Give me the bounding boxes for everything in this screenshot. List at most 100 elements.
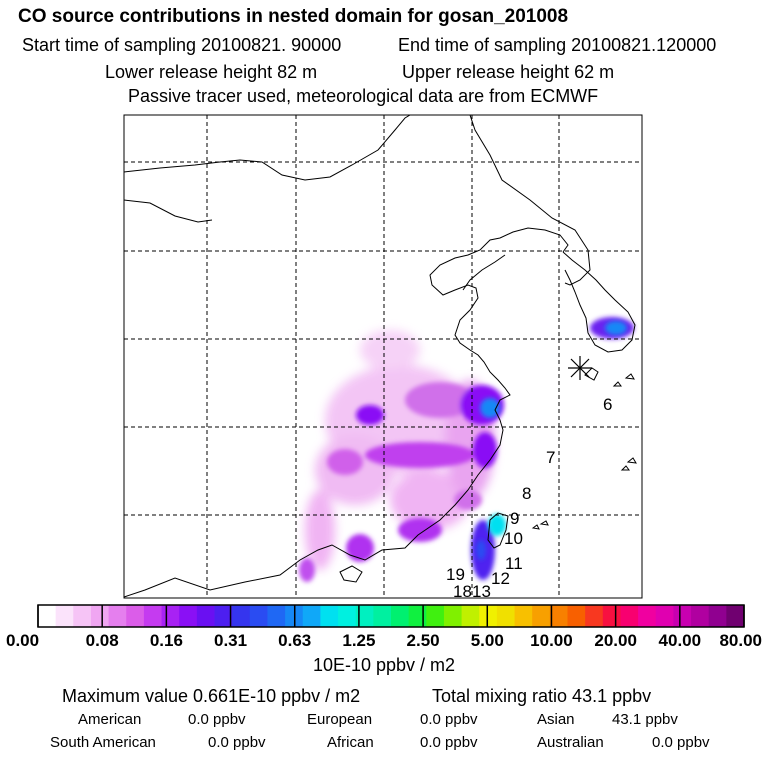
colorbar-cell [620, 605, 639, 627]
maximum-value: Maximum value 0.661E-10 ppbv / m2 [62, 686, 361, 706]
colorbar-cell [638, 605, 657, 627]
colorbar-cell [549, 605, 568, 627]
day-label: 8 [522, 484, 531, 503]
asian-value: 43.1 ppbv [612, 711, 678, 728]
field-blob [365, 442, 475, 468]
colorbar-cell [691, 605, 710, 627]
island [539, 520, 549, 526]
colorbar-cell [602, 605, 621, 627]
island [624, 373, 635, 380]
upper-release-height: Upper release height 62 m [402, 62, 615, 82]
colorbar-cell [391, 605, 410, 627]
field-blob [476, 540, 486, 560]
colorbar-cell [355, 605, 374, 627]
colorbar-cell [38, 605, 57, 627]
colorbar-cell [496, 605, 516, 627]
colorbar-cell [338, 605, 357, 627]
colorbar-cell [196, 605, 215, 627]
south-american-label: South American [50, 734, 156, 751]
south-american-value: 0.0 ppbv [208, 734, 266, 751]
american-value: 0.0 ppbv [188, 711, 246, 728]
inner-border [124, 199, 213, 223]
colorbar-cell [443, 605, 463, 627]
colorbar-cell [532, 605, 551, 627]
total-mixing-ratio: Total mixing ratio 43.1 ppbv [432, 686, 652, 706]
field-blob [398, 518, 442, 542]
taiwan [487, 512, 509, 549]
colorbar-cell [143, 605, 163, 627]
concentration-field [299, 317, 634, 582]
colorbar-cell [585, 605, 604, 627]
colorbar-tick-label: 80.00 [719, 631, 762, 650]
european-value: 0.0 ppbv [420, 711, 478, 728]
colorbar-tick-label: 40.00 [659, 631, 702, 650]
colorbar-cell [179, 605, 198, 627]
colorbar-tick-label: 0.31 [214, 631, 247, 650]
colorbar-cell [73, 605, 92, 627]
colorbar-tick-label: 0.63 [278, 631, 311, 650]
colorbar-cell [55, 605, 74, 627]
field-blob [405, 382, 475, 418]
day-label: 12 [491, 569, 510, 588]
graticule [124, 115, 642, 598]
start-time: Start time of sampling 20100821. 90000 [22, 35, 342, 55]
field-blob [327, 449, 363, 475]
field-blob [299, 558, 315, 582]
colorbar-cell [708, 605, 727, 627]
colorbar-cell [108, 605, 127, 627]
african-value: 0.0 ppbv [420, 734, 478, 751]
day-label: 9 [510, 509, 519, 528]
bohai-coast [462, 254, 506, 291]
colorbar-cell [232, 605, 251, 627]
colorbar-tick-label: 10.00 [530, 631, 573, 650]
japan-island [584, 367, 599, 381]
colorbar-tick-label: 20.00 [594, 631, 637, 650]
receptor-marker [568, 356, 592, 380]
mongolia-border [124, 115, 411, 181]
colorbar-cell [267, 605, 286, 627]
field-blob [480, 398, 500, 418]
colorbar-frame [37, 604, 745, 628]
colorbar-tick-label: 0.08 [86, 631, 119, 650]
colorbar-unit: 10E-10 ppbv / m2 [312, 655, 456, 675]
colorbar-cell [161, 605, 180, 627]
china-coast [124, 227, 569, 598]
colorbar-cell [567, 605, 586, 627]
day-label: 10 [504, 529, 523, 548]
field-blob [488, 514, 506, 536]
korea-peninsula [562, 251, 636, 353]
colorbar-tick-label: 5.00 [471, 631, 504, 650]
colorbar-ticks: 0.00 0.08 0.16 0.31 0.63 1.25 2.50 5.00 10.00 20.… [6, 631, 762, 650]
end-time: End time of sampling 20100821.120000 [398, 35, 717, 55]
colorbar-tick-label: 2.50 [407, 631, 440, 650]
colorbar [37, 604, 745, 628]
colorbar-cell [673, 605, 692, 627]
australian-value: 0.0 ppbv [652, 734, 710, 751]
island [620, 465, 630, 471]
hainan [339, 565, 363, 583]
colorbar-cell [249, 605, 268, 627]
colorbar-cell [126, 605, 145, 627]
colorbar-cell [655, 605, 674, 627]
european-label: European [307, 711, 373, 728]
day-label: 13 [472, 582, 491, 601]
data-note: Passive tracer used, meteorological data… [128, 86, 599, 106]
chart-title: CO source contributions in nested domain… [18, 6, 569, 27]
colorbar-cell [426, 605, 445, 627]
map-frame [123, 114, 643, 599]
field-blob [356, 405, 384, 425]
american-label: American [78, 711, 142, 728]
colorbar-cell [320, 605, 339, 627]
african-label: African [327, 734, 374, 751]
day-label: 18 [453, 582, 472, 601]
colorbar-cell [726, 605, 745, 627]
korea-border [469, 115, 591, 286]
colorbar-cell [90, 605, 110, 627]
colorbar-cell [302, 605, 321, 627]
colorbar-cell [514, 605, 533, 627]
colorbar-cell [214, 605, 233, 627]
colorbar-cell [461, 605, 480, 627]
colorbar-tick-label: 0.00 [6, 631, 39, 650]
lower-release-height: Lower release height 82 m [105, 62, 318, 82]
island [612, 381, 622, 387]
